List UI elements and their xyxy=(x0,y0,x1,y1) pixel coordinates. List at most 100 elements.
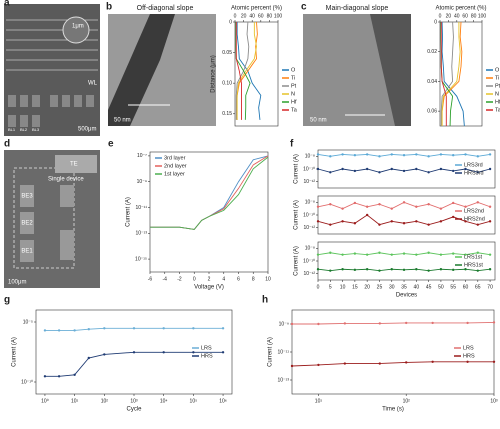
wl-lines xyxy=(6,19,98,71)
series-line xyxy=(291,361,494,367)
marker xyxy=(341,220,344,223)
marker xyxy=(378,223,381,226)
marker xyxy=(390,207,393,210)
marker xyxy=(415,153,418,156)
marker xyxy=(290,322,294,326)
marker xyxy=(329,269,332,272)
y-tick-label: 10⁻¹¹ xyxy=(277,349,289,355)
marker xyxy=(452,252,455,255)
marker xyxy=(316,253,320,256)
marker xyxy=(439,167,443,171)
legend-label: LRS1st xyxy=(464,254,483,260)
marker xyxy=(402,154,406,157)
x-tick-label: 0 xyxy=(439,13,442,19)
marker xyxy=(390,153,393,156)
panel-title: Off-diagonal slope xyxy=(137,5,194,12)
marker xyxy=(390,220,393,223)
x-tick-label: 10 xyxy=(340,284,346,290)
marker xyxy=(431,360,434,363)
series-line xyxy=(235,22,242,120)
marker xyxy=(365,205,369,208)
annotation: BE2 xyxy=(21,221,33,227)
marker xyxy=(464,205,467,208)
marker xyxy=(415,167,418,171)
marker xyxy=(353,252,357,255)
legend-label: Hf xyxy=(495,99,500,105)
marker xyxy=(192,327,195,330)
marker xyxy=(439,253,443,256)
marker xyxy=(492,360,496,363)
marker xyxy=(427,269,430,272)
x-tick-label: 6 xyxy=(237,276,240,282)
marker xyxy=(103,327,106,330)
marker xyxy=(329,155,332,158)
marker xyxy=(439,207,443,210)
marker xyxy=(402,268,406,272)
legend-label: N xyxy=(495,91,499,97)
x-tick-label: 40 xyxy=(249,13,255,19)
x-tick-label: 10³ xyxy=(130,398,138,404)
marker xyxy=(464,220,467,223)
scale-bar: 500μm xyxy=(78,127,96,133)
y-axis-label: Current (A) xyxy=(294,246,300,276)
marker xyxy=(221,327,225,330)
x-tick-label: 60 xyxy=(462,13,468,19)
x-tick-label: 20 xyxy=(446,13,452,19)
annotation: BL1 xyxy=(8,127,16,132)
x-tick-label: 45 xyxy=(426,284,432,290)
legend-label: Ta xyxy=(291,107,298,113)
y-tick-label: 10⁻⁹ xyxy=(137,179,147,185)
x-tick-label: 4 xyxy=(222,276,225,282)
y-tick-label: 10⁻⁹ xyxy=(279,321,289,327)
legend-label: 2nd layer xyxy=(164,163,187,169)
x-tick-label: -2 xyxy=(177,276,182,282)
y-axis-label: Current (A) xyxy=(12,337,18,367)
inset xyxy=(62,16,90,44)
marker xyxy=(162,351,165,354)
x-tick-label: 40 xyxy=(454,13,460,19)
marker xyxy=(402,252,406,255)
marker xyxy=(402,201,406,204)
x-tick-label: 80 xyxy=(267,13,273,19)
marker xyxy=(452,154,455,157)
marker xyxy=(341,167,344,171)
marker xyxy=(427,223,430,226)
x-tick-label: 15 xyxy=(352,284,358,290)
y-tick-label: 10⁻¹³ xyxy=(135,231,147,237)
marker xyxy=(476,269,479,272)
annotation: 1μm xyxy=(72,24,84,30)
x-tick-label: -4 xyxy=(163,276,168,282)
marker xyxy=(316,220,320,223)
series-line xyxy=(441,22,461,126)
y-tick-label: 10⁻¹⁰ xyxy=(303,258,315,264)
x-tick-label: 10¹ xyxy=(315,398,323,404)
marker xyxy=(439,220,443,223)
x-tick-label: 100 xyxy=(478,13,487,19)
annotation: TE xyxy=(70,162,78,168)
marker xyxy=(290,364,294,368)
marker xyxy=(343,362,347,365)
marker xyxy=(439,153,443,156)
y-tick-label: 10⁻⁷ xyxy=(137,153,147,159)
y-tick-label: 0.10 xyxy=(222,81,232,87)
marker xyxy=(427,203,430,206)
y-tick-label: 0.02 xyxy=(427,49,437,55)
x-tick-label: 60 xyxy=(463,284,469,290)
legend-label: HRS1st xyxy=(464,262,483,268)
series-line xyxy=(441,21,465,127)
marker xyxy=(476,251,479,254)
marker xyxy=(353,222,357,225)
y-axis-label: Current (A) xyxy=(268,337,274,367)
x-axis-label: Devices xyxy=(396,293,417,299)
x-tick-label: 10⁴ xyxy=(160,398,168,404)
marker xyxy=(378,251,381,254)
y-axis-label: Current (A) xyxy=(294,200,300,230)
marker xyxy=(476,223,479,226)
marker xyxy=(341,253,344,256)
marker xyxy=(488,220,492,223)
y-tick-label: 0.15 xyxy=(222,111,232,117)
marker xyxy=(343,322,347,325)
marker xyxy=(365,253,369,256)
marker xyxy=(476,171,479,174)
scale-bar: 100μm xyxy=(8,280,26,286)
